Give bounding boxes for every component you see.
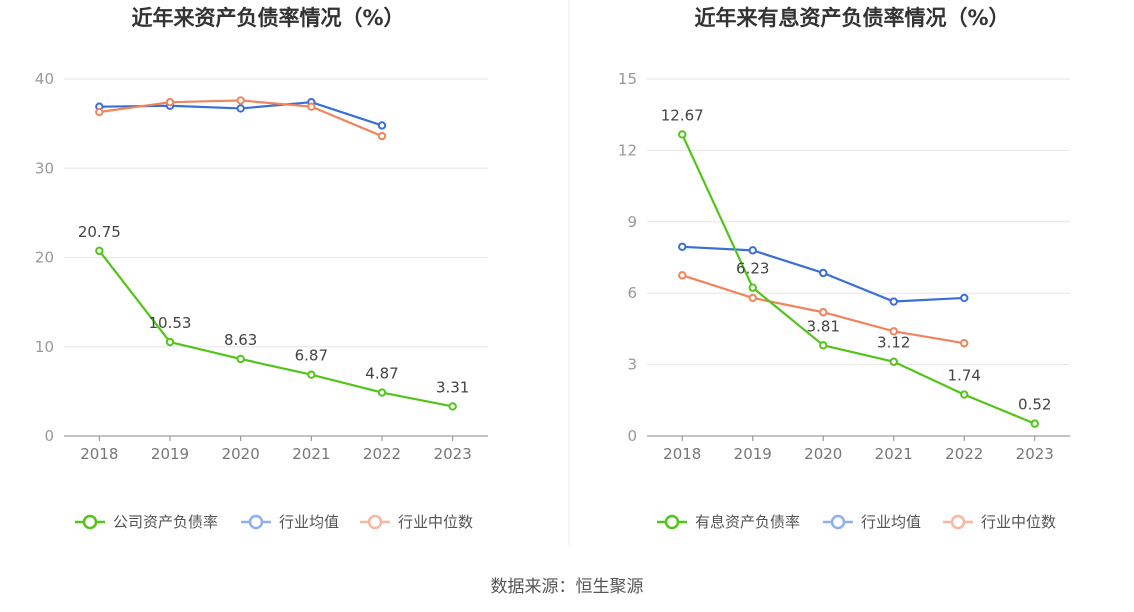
y-tick-label: 3 bbox=[627, 356, 637, 374]
data-point bbox=[960, 293, 969, 303]
data-point bbox=[377, 121, 387, 130]
data-point bbox=[307, 370, 316, 379]
data-label: 3.31 bbox=[436, 378, 469, 396]
legend-item-1: 公司资产负债率 bbox=[75, 513, 218, 531]
y-tick-label: 20 bbox=[35, 249, 54, 267]
data-point bbox=[307, 102, 316, 111]
data-point bbox=[678, 242, 687, 251]
data-point bbox=[165, 98, 175, 107]
x-tick-label: 2018 bbox=[663, 445, 701, 463]
x-tick-label: 2022 bbox=[363, 445, 401, 463]
data-point bbox=[448, 402, 457, 411]
data-label: 8.63 bbox=[224, 331, 257, 349]
x-tick-label: 2019 bbox=[151, 445, 189, 463]
legend-swatch-marker bbox=[664, 514, 680, 530]
data-point bbox=[889, 327, 898, 336]
data-label: 6.23 bbox=[736, 260, 769, 278]
data-point bbox=[819, 308, 828, 317]
legend-swatch-marker bbox=[248, 514, 264, 530]
series-line-1 bbox=[98, 250, 453, 408]
data-point bbox=[678, 271, 687, 280]
chart-2: 近年来有息资产负债率情况（%） 0 3 6 9 12 15 2018 2019 2020 2021 2… bbox=[618, 6, 1070, 531]
data-point bbox=[889, 297, 898, 306]
y-tick-label: 15 bbox=[618, 70, 637, 88]
data-point bbox=[748, 283, 757, 292]
y-tick-label: 30 bbox=[35, 159, 54, 177]
legend-swatch-marker bbox=[950, 514, 966, 530]
legend-item-3: 行业中位数 bbox=[360, 513, 473, 531]
data-point bbox=[1030, 419, 1039, 428]
y-tick-label: 0 bbox=[627, 427, 637, 445]
data-label: 1.74 bbox=[948, 367, 981, 385]
x-tick-label: 2018 bbox=[80, 445, 118, 463]
data-point bbox=[236, 354, 245, 364]
data-label: 4.87 bbox=[365, 365, 398, 383]
data-label: 6.87 bbox=[295, 347, 328, 365]
data-point bbox=[819, 341, 828, 350]
data-point bbox=[236, 96, 245, 105]
x-tick-label: 2023 bbox=[1016, 445, 1054, 463]
legend-label: 行业中位数 bbox=[981, 513, 1056, 531]
y-tick-label: 12 bbox=[618, 141, 637, 159]
data-point bbox=[889, 357, 898, 366]
legend-swatch-marker bbox=[367, 514, 383, 530]
y-tick-label: 40 bbox=[35, 70, 54, 88]
legend-swatch-marker bbox=[830, 514, 846, 530]
y-tick-label: 0 bbox=[44, 427, 54, 445]
data-label: 10.53 bbox=[149, 314, 192, 332]
data-point bbox=[819, 268, 828, 278]
legend-swatch-marker bbox=[82, 514, 98, 530]
data-label: 12.67 bbox=[661, 106, 704, 124]
data-point bbox=[95, 246, 104, 256]
x-tick-label: 2021 bbox=[875, 445, 913, 463]
x-tick-label: 2019 bbox=[734, 445, 772, 463]
chart-1: 近年来资产负债率情况（%） 0 10 20 30 40 2018 2019 2020 2021 20… bbox=[35, 6, 488, 531]
legend-label: 行业均值 bbox=[279, 513, 339, 531]
data-label: 20.75 bbox=[78, 223, 121, 241]
legend-label: 行业均值 bbox=[861, 513, 921, 531]
data-source-note: 数据来源：恒生聚源 bbox=[490, 577, 644, 597]
data-point bbox=[960, 338, 969, 348]
chart-title: 近年来有息资产负债率情况（%） bbox=[694, 6, 1009, 30]
data-point bbox=[678, 130, 687, 139]
data-point bbox=[95, 107, 104, 117]
data-point bbox=[236, 104, 245, 113]
x-tick-label: 2021 bbox=[292, 445, 330, 463]
data-point bbox=[165, 337, 175, 347]
data-point bbox=[377, 131, 387, 141]
data-label: 3.81 bbox=[807, 317, 840, 335]
legend-item-1: 有息资产负债率 bbox=[657, 513, 800, 531]
y-tick-label: 10 bbox=[35, 338, 54, 356]
y-tick-label: 9 bbox=[627, 213, 637, 231]
legend-label: 公司资产负债率 bbox=[113, 513, 218, 531]
data-point bbox=[377, 388, 387, 397]
chart-title: 近年来资产负债率情况（%） bbox=[131, 6, 404, 30]
data-point bbox=[748, 246, 757, 255]
x-tick-label: 2020 bbox=[804, 445, 842, 463]
legend-label: 行业中位数 bbox=[398, 513, 473, 531]
x-tick-label: 2020 bbox=[222, 445, 260, 463]
legend-item-2: 行业均值 bbox=[241, 513, 339, 531]
x-tick-label: 2022 bbox=[945, 445, 983, 463]
legend-item-3: 行业中位数 bbox=[943, 513, 1056, 531]
legend-item-2: 行业均值 bbox=[823, 513, 921, 531]
data-label: 3.12 bbox=[877, 334, 910, 352]
data-point bbox=[960, 390, 969, 399]
data-point bbox=[748, 293, 757, 303]
legend-label: 有息资产负债率 bbox=[695, 513, 800, 531]
x-tick-label: 2023 bbox=[434, 445, 472, 463]
y-tick-label: 6 bbox=[627, 284, 637, 302]
data-label: 0.52 bbox=[1018, 396, 1051, 414]
series-line-1 bbox=[681, 133, 1036, 425]
